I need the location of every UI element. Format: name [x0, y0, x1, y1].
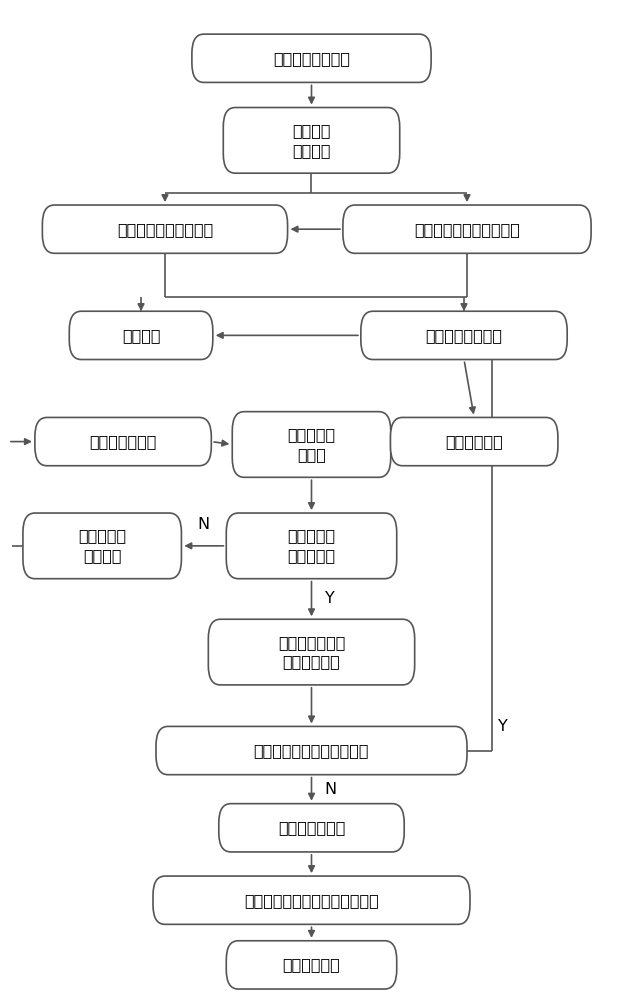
Text: 建立数值
模拟模型: 建立数值 模拟模型 [292, 123, 331, 158]
FancyBboxPatch shape [361, 311, 567, 360]
Text: 监测情况确定反演目标: 监测情况确定反演目标 [117, 222, 213, 237]
Text: 敏感性分析确定反演参数: 敏感性分析确定反演参数 [414, 222, 520, 237]
Text: Y: Y [498, 719, 508, 734]
Text: 优化施工方案: 优化施工方案 [283, 957, 340, 972]
FancyBboxPatch shape [343, 205, 591, 253]
Text: Y: Y [325, 591, 335, 606]
FancyBboxPatch shape [226, 513, 397, 579]
Text: 判断是否符
合评价指标: 判断是否符 合评价指标 [287, 528, 336, 563]
FancyBboxPatch shape [23, 513, 181, 579]
Text: 计算最小二
乘函数: 计算最小二 乘函数 [287, 427, 336, 462]
FancyBboxPatch shape [208, 619, 415, 685]
Text: 计算开挖步权值
归并反演参数: 计算开挖步权值 归并反演参数 [278, 635, 345, 669]
FancyBboxPatch shape [223, 108, 400, 173]
Text: 二分法缩小
取值范围: 二分法缩小 取值范围 [78, 528, 126, 563]
FancyBboxPatch shape [153, 876, 470, 924]
Text: 基坑土体勘查取样: 基坑土体勘查取样 [273, 51, 350, 66]
Text: 初始计算: 初始计算 [122, 328, 160, 343]
Text: 确定反演参数值: 确定反演参数值 [278, 820, 345, 835]
FancyBboxPatch shape [192, 34, 431, 82]
Text: 计算土层权值: 计算土层权值 [445, 434, 503, 449]
Text: 计算区间影响系数: 计算区间影响系数 [426, 328, 503, 343]
Text: N: N [197, 517, 210, 532]
FancyBboxPatch shape [219, 804, 404, 852]
FancyBboxPatch shape [391, 417, 558, 466]
FancyBboxPatch shape [232, 412, 391, 477]
Text: N: N [325, 782, 337, 797]
FancyBboxPatch shape [156, 726, 467, 775]
FancyBboxPatch shape [226, 941, 397, 989]
FancyBboxPatch shape [35, 417, 211, 466]
FancyBboxPatch shape [42, 205, 288, 253]
FancyBboxPatch shape [69, 311, 213, 360]
Text: 下一断面土层数目是否增加: 下一断面土层数目是否增加 [254, 743, 369, 758]
Text: 预测下一级开挖方案下土体变形: 预测下一级开挖方案下土体变形 [244, 893, 379, 908]
Text: 输入实际监测值: 输入实际监测值 [90, 434, 157, 449]
